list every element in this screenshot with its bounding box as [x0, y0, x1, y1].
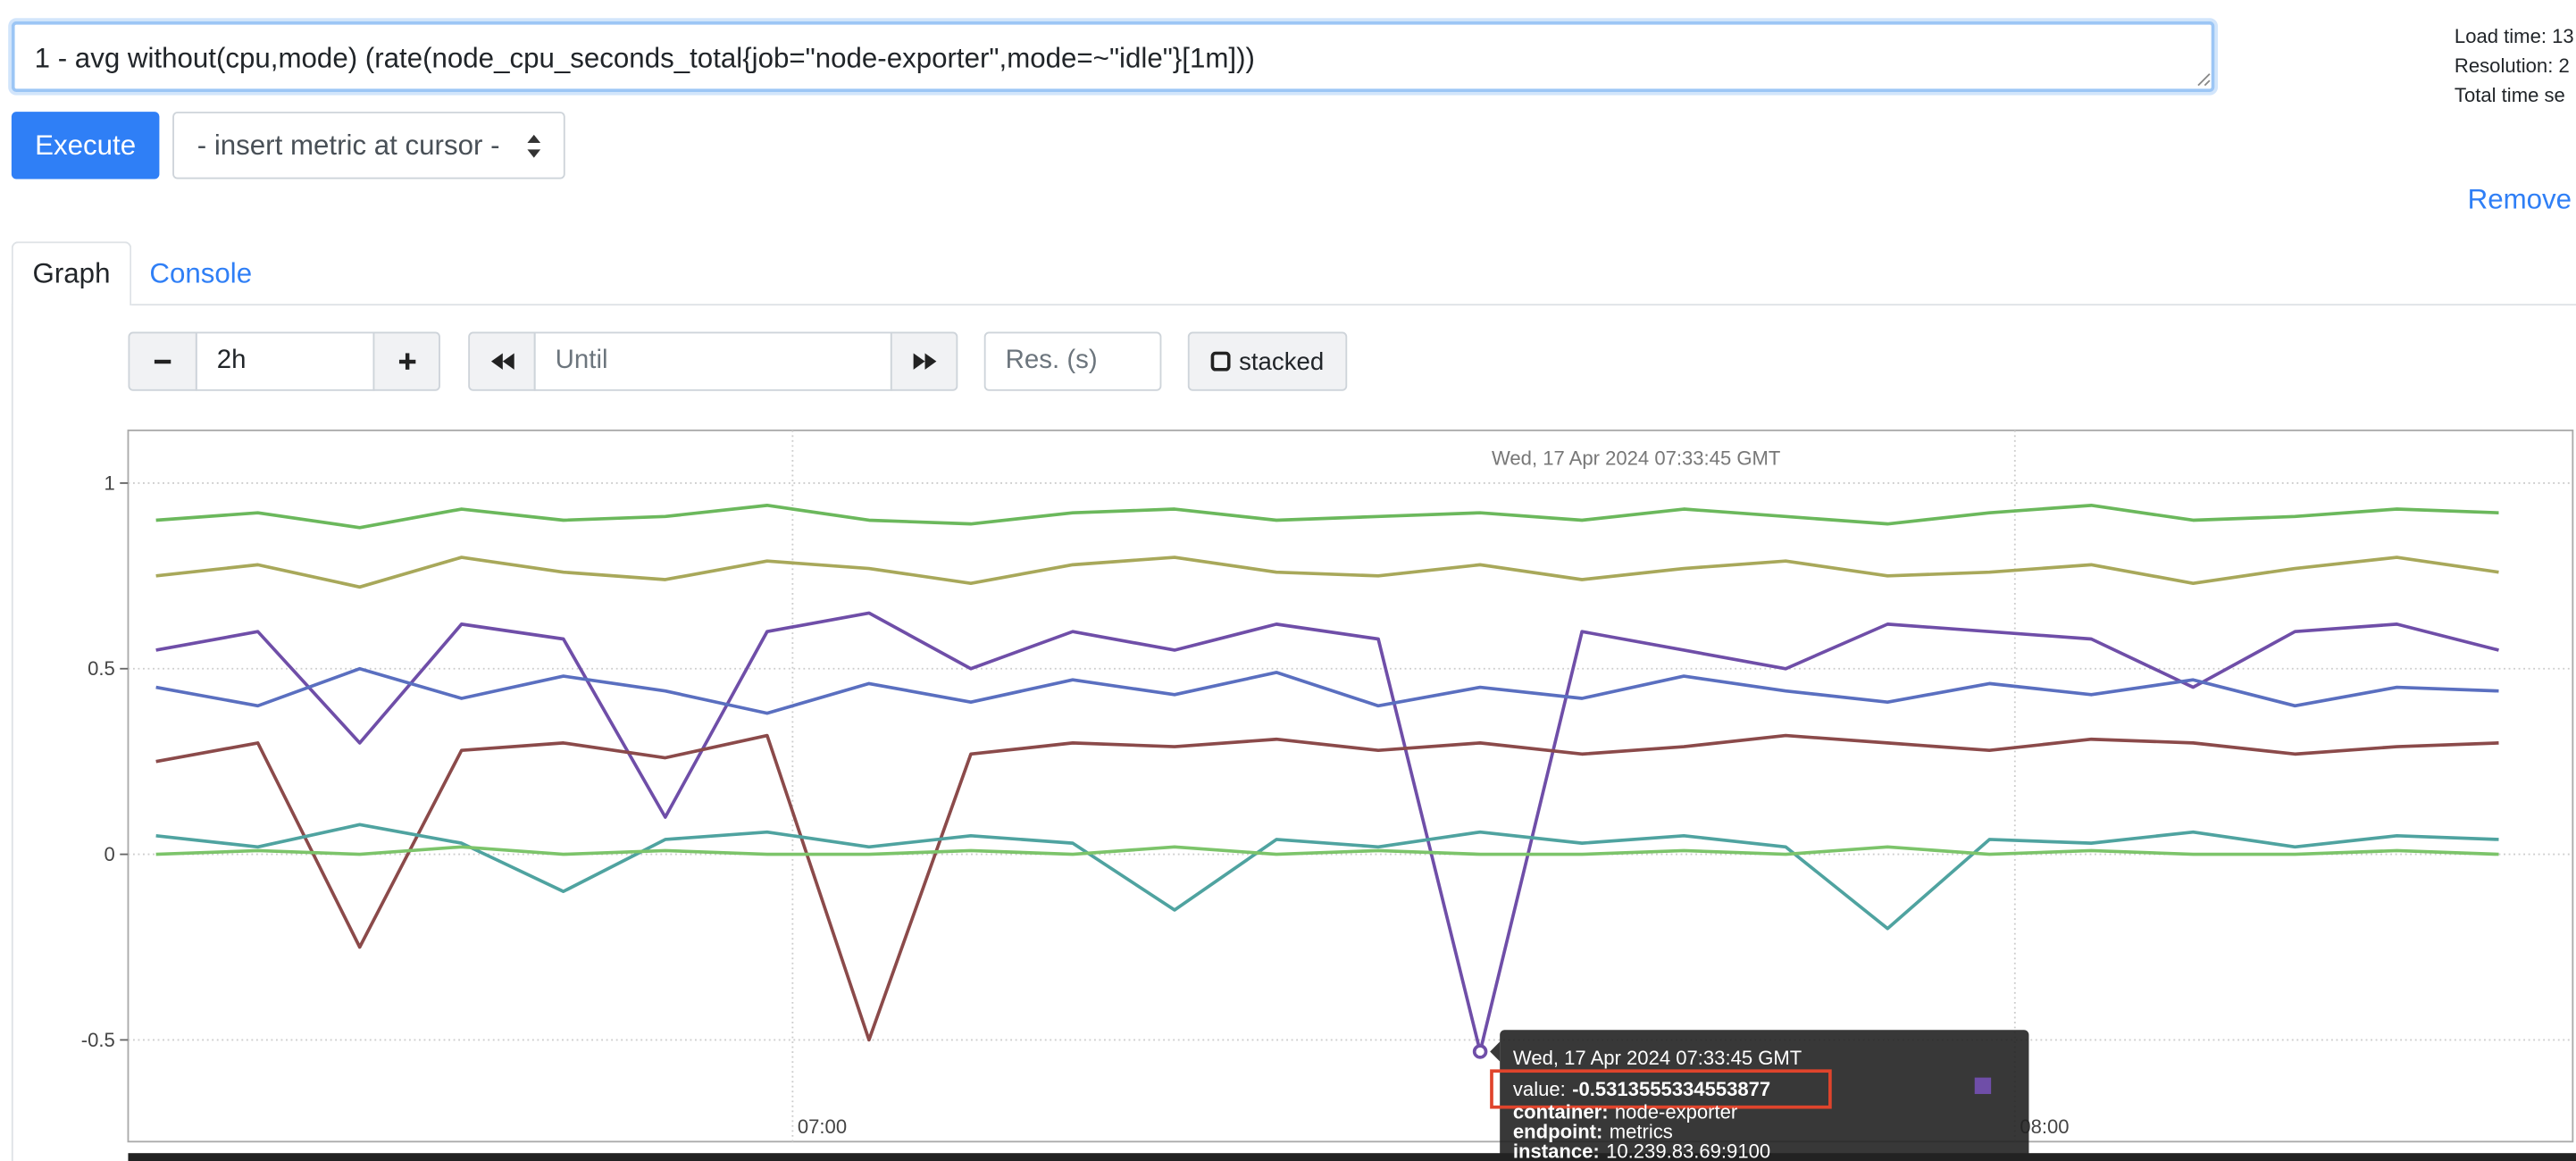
y-tick-label: 0 — [104, 843, 114, 865]
hover-point — [1472, 1044, 1488, 1059]
query-input[interactable]: 1 - avg without(cpu,mode) (rate(node_cpu… — [11, 21, 2215, 93]
increase-range-button[interactable] — [372, 331, 440, 391]
tooltip-label: instance: 10.239.83.69:9100 — [1513, 1140, 1770, 1161]
tooltip-value: value: -0.5313555334553877 — [1513, 1078, 1770, 1100]
tooltip-label: endpoint: metrics — [1513, 1121, 1673, 1143]
minus-icon — [154, 359, 171, 364]
hover-time: Wed, 17 Apr 2024 07:33:45 GMT — [1492, 447, 1780, 470]
execute-button[interactable]: Execute — [11, 112, 160, 180]
series-line — [155, 504, 2499, 530]
tooltip-arrow — [1490, 1041, 1501, 1062]
tooltip-label-value: metrics — [1610, 1121, 1673, 1143]
y-tick-label: 0.5 — [88, 657, 115, 680]
checkbox-icon — [1210, 351, 1231, 372]
stacked-label: stacked — [1239, 347, 1325, 376]
tooltip-label-key: endpoint: — [1513, 1121, 1602, 1143]
panel-border — [11, 304, 13, 1161]
tooltip-swatch — [1974, 1077, 1992, 1094]
decrease-range-button[interactable] — [128, 331, 197, 391]
tooltip-value-number: -0.5313555334553877 — [1572, 1078, 1770, 1100]
total-time: Total time se — [2454, 83, 2565, 107]
console-tab[interactable]: Console — [149, 256, 253, 288]
tooltip-label: container: node-exporter — [1513, 1101, 1737, 1123]
series-line — [155, 733, 2499, 1042]
plus-icon — [398, 353, 415, 370]
range-input[interactable]: 2h — [195, 331, 375, 391]
graph-tab[interactable]: Graph — [11, 241, 132, 306]
series-line — [155, 823, 2499, 931]
tooltip-value-key: value: — [1513, 1078, 1566, 1100]
select-arrows — [522, 131, 546, 162]
forward-icon — [912, 353, 936, 370]
tooltip — [1500, 1030, 2029, 1161]
series-line — [155, 845, 2499, 856]
series-line — [155, 555, 2499, 589]
resize-handle — [2197, 73, 2211, 87]
y-tick-label: 1 — [104, 472, 114, 494]
tooltip-label-key: instance: — [1513, 1140, 1600, 1161]
remove-graph-link[interactable]: Remove — [2467, 184, 2572, 215]
plot-frame — [127, 429, 2574, 1143]
tooltip-label-value: 10.239.83.69:9100 — [1606, 1140, 1770, 1161]
backward-icon — [490, 353, 514, 370]
bottom-bar — [128, 1153, 2576, 1161]
tooltip-label-value: node-exporter — [1615, 1101, 1737, 1123]
tooltip-time: Wed, 17 Apr 2024 07:33:45 GMT — [1513, 1047, 1802, 1069]
metric-select[interactable]: - insert metric at cursor - — [172, 112, 565, 180]
resolution-input[interactable]: Res. (s) — [983, 331, 1162, 391]
load-time: Load time: 13 — [2454, 24, 2574, 48]
series-line — [155, 666, 2499, 715]
tooltip-label-key: container: — [1513, 1101, 1609, 1123]
y-tick-label: -0.5 — [81, 1029, 115, 1051]
hover-time-bg — [1480, 439, 1816, 473]
tooltip-highlight — [1490, 1069, 1832, 1109]
x-tick-label: 07:00 — [798, 1115, 847, 1138]
back-button[interactable] — [468, 331, 536, 391]
series-line — [155, 611, 2499, 1054]
metric-select-text: - insert metric at cursor - — [197, 129, 500, 162]
resolution: Resolution: 2 — [2454, 54, 2570, 78]
until-input[interactable]: Until — [533, 331, 892, 391]
forward-button[interactable] — [890, 331, 958, 391]
tab-border — [131, 304, 2576, 306]
stacked-button[interactable]: stacked — [1187, 331, 1348, 391]
